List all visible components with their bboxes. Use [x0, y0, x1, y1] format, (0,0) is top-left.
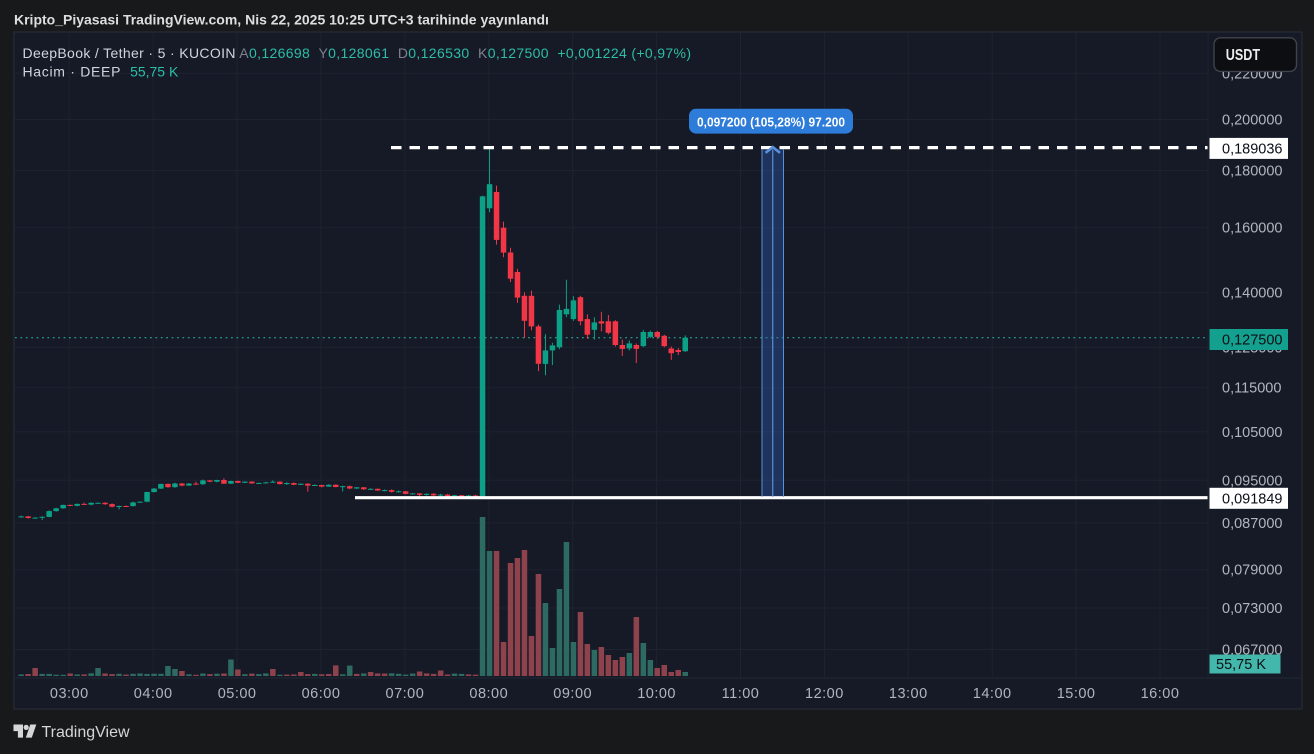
svg-text:DeepBook / Tether · 5 · KUCOIN: DeepBook / Tether · 5 · KUCOIN A0,126698…: [23, 45, 692, 61]
svg-text:0,160000: 0,160000: [1222, 221, 1282, 237]
svg-text:14:00: 14:00: [973, 686, 1012, 702]
svg-text:55,75 K: 55,75 K: [1216, 657, 1266, 673]
svg-text:0,073000: 0,073000: [1222, 601, 1282, 617]
svg-text:03:00: 03:00: [50, 686, 89, 702]
svg-text:TradingView: TradingView: [42, 724, 130, 741]
svg-text:13:00: 13:00: [889, 686, 928, 702]
svg-text:11:00: 11:00: [722, 686, 760, 702]
svg-text:Hacim · DEEP 55,75 K: Hacim · DEEP 55,75 K: [23, 64, 179, 80]
svg-text:15:00: 15:00: [1057, 686, 1096, 702]
svg-text:Kripto_Piyasasi TradingView.co: Kripto_Piyasasi TradingView.com, Nis 22,…: [14, 12, 549, 28]
svg-text:USDT: USDT: [1226, 47, 1260, 64]
svg-text:0,095000: 0,095000: [1222, 473, 1282, 489]
svg-text:0,087000: 0,087000: [1222, 516, 1282, 532]
svg-text:0,189036: 0,189036: [1222, 141, 1282, 157]
svg-text:07:00: 07:00: [386, 686, 425, 702]
svg-text:04:00: 04:00: [134, 686, 173, 702]
svg-text:08:00: 08:00: [469, 686, 508, 702]
svg-text:05:00: 05:00: [218, 686, 257, 702]
svg-text:0,079000: 0,079000: [1222, 563, 1282, 579]
svg-text:16:00: 16:00: [1141, 686, 1180, 702]
svg-text:0,115000: 0,115000: [1222, 381, 1281, 397]
svg-text:0,140000: 0,140000: [1222, 285, 1282, 301]
svg-text:0,180000: 0,180000: [1222, 164, 1282, 180]
svg-text:0,097200 (105,28%) 97.200: 0,097200 (105,28%) 97.200: [697, 114, 845, 129]
svg-text:0,200000: 0,200000: [1222, 113, 1282, 129]
svg-text:09:00: 09:00: [553, 686, 592, 702]
svg-text:0,091849: 0,091849: [1222, 491, 1282, 507]
svg-text:0,105000: 0,105000: [1222, 425, 1282, 441]
svg-text:0,127500: 0,127500: [1222, 333, 1282, 349]
svg-text:10:00: 10:00: [637, 686, 676, 702]
svg-text:12:00: 12:00: [805, 686, 844, 702]
svg-text:06:00: 06:00: [302, 686, 341, 702]
